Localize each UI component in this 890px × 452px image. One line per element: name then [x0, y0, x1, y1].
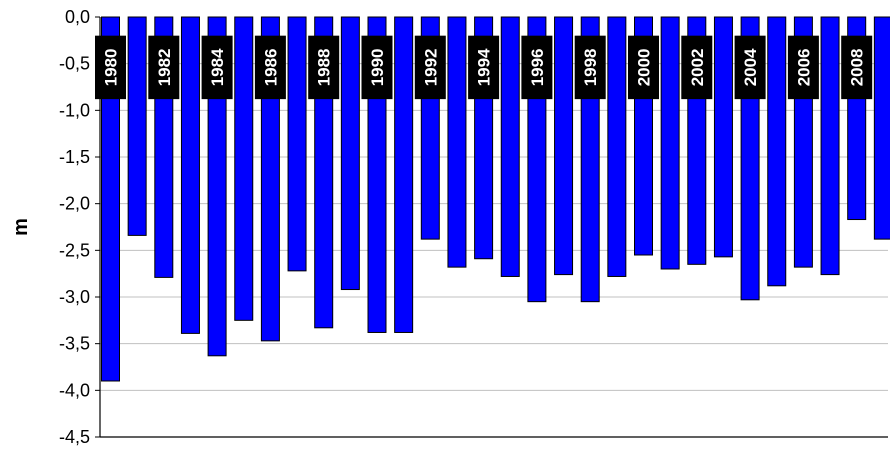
bar-1995 [500, 16, 520, 277]
year-label-box [681, 35, 713, 100]
y-tick-label: -2,5 [59, 240, 90, 260]
y-tick-label: 0,0 [65, 7, 90, 27]
year-label-1996: 1996 [528, 48, 547, 86]
bar-1985 [234, 16, 254, 321]
year-label-1992: 1992 [421, 48, 440, 86]
bar-2005 [767, 16, 787, 287]
bar-1987 [287, 16, 307, 272]
y-tick-label: -2,0 [59, 194, 90, 214]
bar-1983 [180, 16, 200, 334]
year-label-1986: 1986 [261, 48, 280, 86]
year-label-box [148, 35, 180, 100]
year-label-box [787, 35, 819, 100]
year-label-box [841, 35, 873, 100]
bar-1991 [394, 16, 414, 333]
y-tick-label: -1,5 [59, 147, 90, 167]
year-label-1982: 1982 [155, 48, 174, 86]
y-tick-label: -0,5 [59, 54, 90, 74]
y-axis-title: m [10, 218, 32, 236]
year-label-1998: 1998 [581, 48, 600, 86]
y-tick-label: -4,5 [59, 427, 90, 447]
year-label-box [201, 35, 233, 100]
y-tick-labels: 0,0 -0,5 -1,0 -1,5 -2,0 -2,5 -3,0 -3,5 -4,0 -4,5 [59, 7, 100, 447]
year-label-box [414, 35, 446, 100]
bar-2009 [873, 16, 890, 240]
year-label-2004: 2004 [741, 48, 760, 86]
bar-1980 [101, 16, 120, 382]
year-label-1994: 1994 [475, 48, 494, 86]
y-tick-label: -3,5 [59, 334, 90, 354]
year-label-box [361, 35, 393, 100]
year-label-2002: 2002 [688, 48, 707, 86]
year-labels: 1980 1982 1984 1986 1988 1990 1992 1994 1996 1998… [95, 35, 873, 100]
bar-2001 [660, 16, 680, 270]
year-label-box [468, 35, 500, 100]
year-label-box [628, 35, 659, 100]
year-label-1988: 1988 [315, 48, 334, 86]
axes [99, 17, 888, 438]
year-label-box [254, 35, 286, 100]
bar-1984 [207, 16, 227, 357]
year-label-1980: 1980 [102, 48, 121, 86]
year-label-box [574, 35, 606, 100]
bars [101, 16, 890, 382]
bar-1997 [554, 16, 574, 276]
year-label-2008: 2008 [848, 48, 867, 86]
year-label-1984: 1984 [208, 48, 227, 86]
bar-1981 [127, 16, 147, 236]
bar-1989 [340, 16, 360, 291]
y-tick-label: -3,0 [59, 287, 90, 307]
y-tick-label: -4,0 [59, 380, 90, 400]
y-tick-label: -1,0 [59, 100, 90, 120]
bar-2007 [820, 16, 840, 276]
year-label-box [521, 35, 553, 100]
bar-1999 [607, 16, 627, 277]
bar-2003 [713, 16, 733, 258]
year-label-2000: 2000 [635, 48, 654, 86]
bar-1993 [447, 16, 467, 268]
year-label-2006: 2006 [794, 48, 813, 86]
year-label-box [734, 35, 766, 100]
year-label-1990: 1990 [368, 48, 387, 86]
year-label-box [308, 35, 340, 100]
